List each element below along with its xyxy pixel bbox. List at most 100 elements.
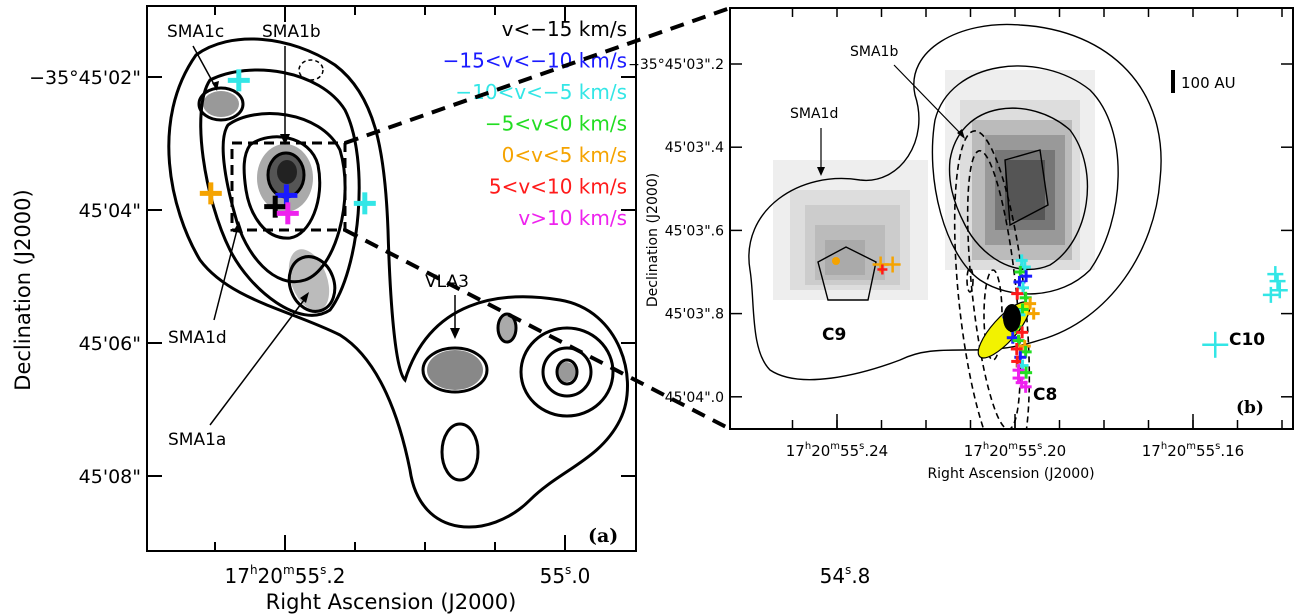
panel-b-annotations: SMA1b SMA1d C9 C8 C10 100 AU (b) (790, 44, 1265, 418)
dashed-contour (966, 267, 974, 293)
y-tick-label: 45'03".8 (665, 307, 724, 323)
legend-entry: 0<v<5 km/s (502, 143, 627, 167)
c10-velocity-marker (1269, 273, 1286, 290)
velocity-marker (276, 202, 299, 225)
x-tick-label: 17h20m55s.20 (964, 441, 1066, 460)
c8-velocity-marker (1020, 270, 1033, 283)
label-c8: C8 (1033, 385, 1057, 405)
sma1b-emission-core (277, 160, 297, 184)
emission-blob (498, 314, 516, 342)
contour (440, 422, 480, 482)
label-sma1a: SMA1a (168, 430, 226, 450)
negative-contour (298, 59, 324, 81)
label-sma1b-b: SMA1b (850, 44, 898, 60)
arrow-sma1c (192, 45, 217, 89)
c8-velocity-marker (1017, 281, 1030, 294)
legend-entry: −5<v<0 km/s (485, 112, 627, 136)
zoom-box (230, 141, 347, 232)
legend-entry: −10<v<−5 km/s (455, 80, 627, 104)
x-tick-label: 17h20m55s.2 (224, 563, 345, 588)
contour-b-peak (1004, 149, 1049, 227)
label-sma1b: SMA1b (262, 22, 321, 42)
panel-a-ylabel: Declination (J2000) (11, 189, 35, 390)
c9-velocity-marker (877, 264, 888, 275)
c10-velocity-marker (1262, 286, 1279, 303)
x-tick-label: 17h20m55s.16 (1142, 441, 1244, 460)
y-tick-label: −35°45'02" (29, 67, 141, 89)
sma1c-emission (203, 91, 239, 117)
c8-velocity-marker (1019, 380, 1032, 393)
label-c9: C9 (822, 325, 846, 345)
arrow-sma1c-head (212, 81, 219, 91)
label-sma1d: SMA1d (168, 328, 227, 348)
arrow-sma1a-head (300, 292, 309, 303)
contour-b-3 (948, 107, 1089, 271)
c10-velocity-marker (1202, 331, 1229, 358)
panel-a-xlabel: Right Ascension (J2000) (266, 590, 517, 614)
c8-velocity-marker (1015, 254, 1028, 267)
arrow-sma1a (209, 295, 308, 426)
arrow-sma1d-b-head (817, 167, 825, 176)
y-tick-label: 45'04".0 (665, 390, 724, 406)
sma1a-contour (287, 255, 337, 313)
panel-b-markers (832, 254, 1288, 393)
zoom-connector-bottom (344, 228, 731, 431)
arrow-vla3-head (450, 328, 460, 339)
legend-entry: −15<v<−10 km/s (443, 49, 627, 73)
c9-contour (817, 246, 877, 301)
label-sma1c: SMA1c (167, 22, 224, 42)
panel-b-axes: −35°45'03".2 45'03".4 45'03".6 45'03".8 45'0… (628, 8, 1293, 460)
contour (519, 326, 615, 418)
panel-a: SMA1c SMA1b SMA1d SMA1a VLA3 (a) v<−15 k… (11, 5, 870, 614)
panel-b-ylabel: Declination (J2000) (645, 173, 661, 307)
c8-velocity-marker (1010, 342, 1023, 355)
panel-b-tag: (b) (1236, 398, 1264, 418)
emission-blob (556, 362, 576, 382)
contour-b-2 (931, 65, 1119, 295)
panel-b-map (748, 23, 1288, 429)
y-tick-label: −35°45'03".2 (628, 57, 724, 73)
panel-a-tag: (a) (588, 525, 618, 547)
y-tick-label: 45'06" (79, 333, 141, 355)
arrow-sma1b-head (280, 134, 290, 145)
c8-velocity-marker (1020, 366, 1033, 379)
legend-entry: 5<v<10 km/s (489, 175, 627, 199)
contour-outer-b (748, 23, 1162, 381)
vla3-contour (421, 346, 489, 394)
c10-velocity-marker (1267, 266, 1284, 283)
c10-velocity-marker (1271, 282, 1288, 299)
c8-velocity-marker (1016, 326, 1029, 339)
label-c10: C10 (1229, 330, 1265, 350)
c9-velocity-marker (884, 256, 901, 273)
y-tick-label: 45'03".6 (665, 223, 724, 239)
velocity-marker (353, 192, 376, 215)
sma1c-contour (197, 86, 245, 122)
sma1a-emission (288, 249, 330, 311)
x-tick-label: 17h20m55s.24 (786, 441, 888, 460)
c8-velocity-marker (1011, 287, 1024, 300)
velocity-marker (227, 69, 250, 92)
panel-b-frame (729, 7, 1294, 430)
c8-core-blob (1003, 304, 1021, 332)
arrow-sma1d (213, 225, 239, 321)
c8-velocity-marker (1024, 297, 1037, 310)
contour (496, 312, 518, 344)
c9-emission (773, 160, 928, 300)
contour-level-3 (221, 112, 347, 284)
panel-a-axes: −35°45'02" 45'04" 45'06" 45'08" 17h20m55s.2 5… (29, 6, 870, 588)
contour-outer (167, 37, 629, 529)
panel-b-xlabel: Right Ascension (J2000) (927, 466, 1094, 482)
c9-core-dot (832, 257, 840, 265)
contour (555, 358, 579, 386)
c8-velocity-marker (1027, 307, 1040, 320)
scale-bar-label: 100 AU (1181, 74, 1236, 92)
label-sma1d-b: SMA1d (790, 106, 838, 122)
panel-a-map (167, 37, 629, 529)
legend-entry: v>10 km/s (518, 206, 627, 230)
x-tick-label: 54s.8 (820, 563, 871, 588)
y-tick-label: 45'04" (79, 200, 141, 222)
c8-velocity-marker (1012, 334, 1025, 347)
arrow-sma1b-b-head (957, 129, 965, 139)
panel-b-contours (748, 23, 1162, 381)
